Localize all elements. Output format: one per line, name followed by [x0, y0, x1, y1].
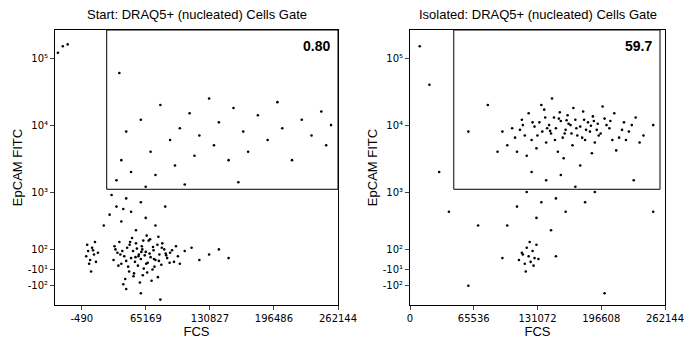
svg-text:130827: 130827 [191, 313, 229, 324]
svg-text:10³: 10³ [31, 187, 48, 198]
svg-text:FCS: FCS [184, 324, 210, 339]
svg-text:EpCAM FITC: EpCAM FITC [10, 129, 25, 206]
svg-text:196486: 196486 [255, 313, 293, 324]
svg-text:-490: -490 [70, 313, 93, 324]
svg-text:65169: 65169 [130, 313, 162, 324]
svg-text:Isolated: DRAQ5+ (nucleated) C: Isolated: DRAQ5+ (nucleated) Cells Gate [419, 7, 657, 22]
svg-text:-10²: -10² [28, 280, 48, 291]
svg-text:262144: 262144 [646, 313, 684, 324]
svg-text:10⁵: 10⁵ [31, 53, 48, 64]
svg-text:131072: 131072 [518, 313, 556, 324]
svg-text:FCS: FCS [525, 324, 551, 339]
svg-text:262144: 262144 [319, 313, 357, 324]
svg-text:EpCAM FITC: EpCAM FITC [365, 129, 380, 206]
svg-text:196608: 196608 [582, 313, 620, 324]
svg-text:0.80: 0.80 [303, 38, 330, 54]
svg-text:59.7: 59.7 [625, 38, 652, 54]
svg-text:-10¹: -10¹ [28, 264, 48, 275]
svg-text:0: 0 [407, 313, 413, 324]
svg-text:-10¹: -10¹ [383, 264, 403, 275]
svg-text:Start: DRAQ5+ (nucleated) Cell: Start: DRAQ5+ (nucleated) Cells Gate [87, 7, 307, 22]
svg-text:10⁵: 10⁵ [386, 53, 403, 64]
svg-text:10²: 10² [386, 244, 403, 255]
svg-text:10⁴: 10⁴ [31, 120, 48, 131]
svg-text:10²: 10² [31, 244, 48, 255]
svg-text:-10²: -10² [383, 280, 403, 291]
svg-text:10³: 10³ [386, 187, 403, 198]
svg-text:65536: 65536 [458, 313, 490, 324]
svg-text:10⁴: 10⁴ [386, 120, 403, 131]
